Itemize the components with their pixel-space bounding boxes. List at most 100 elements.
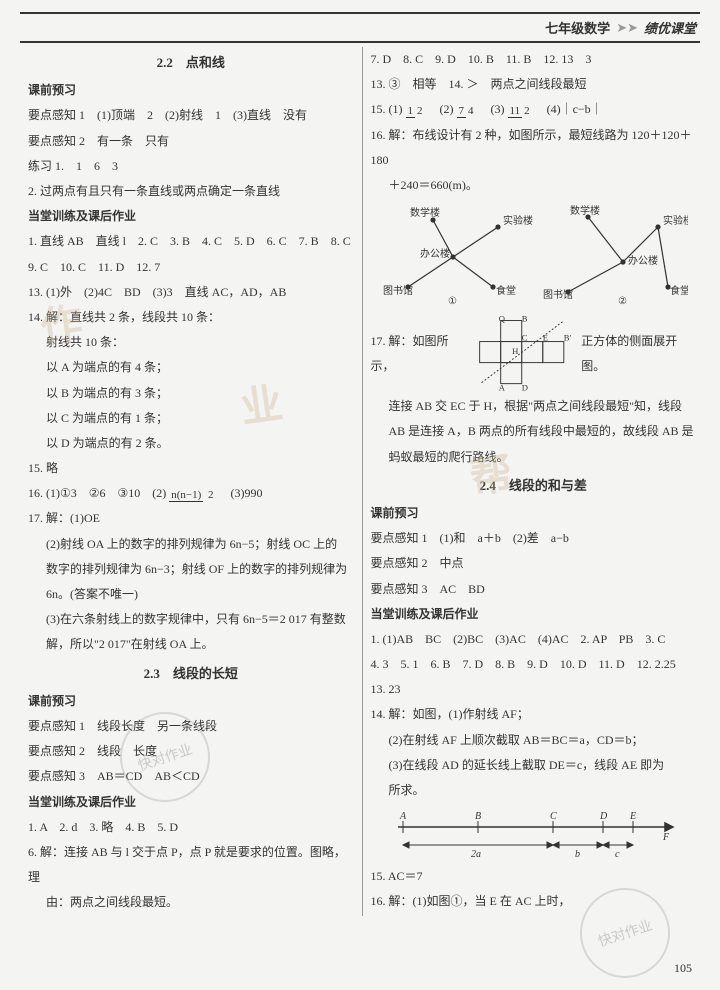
fraction: 12 (406, 105, 425, 117)
ans: 以 C 为端点的有 1 条； (28, 406, 354, 431)
lbl: ① (448, 296, 457, 307)
ans: 要点感知 2 中点 (371, 551, 697, 576)
n: 1 (406, 105, 416, 118)
ans: 蚂蚁最短的爬行路线。 (371, 445, 697, 470)
lbl: 办公楼 (420, 247, 450, 260)
ans: 要点感知 1 (1)和 a＋b (2)差 a−b (371, 526, 697, 551)
lbl: 2a (471, 849, 481, 860)
lbl: 食堂 (496, 284, 516, 297)
ans: 14. 解：如图，(1)作射线 AF； (371, 702, 697, 727)
lbl: ② (618, 296, 627, 307)
ans-16-post: (3)990 (219, 486, 263, 500)
section-2-3-title: 2.3 线段的长短 (28, 660, 354, 687)
ans-16: 16. (1)①3 ②6 ③10 (2) n(n−1) 2 (3)990 (28, 481, 354, 506)
n: 11 (508, 105, 523, 118)
lbl: F (662, 832, 670, 843)
inclass-head-3: 当堂训练及课后作业 (371, 602, 697, 627)
ans: 15. 略 (28, 456, 354, 481)
p: (3) (479, 102, 505, 116)
lbl: 实验楼 (663, 214, 688, 227)
ans: 9. C 10. C 11. D 12. 7 (28, 255, 354, 280)
fraction: 74 (457, 105, 476, 117)
d: 2 (415, 105, 425, 117)
ans: 7. D 8. C 9. D 10. B 11. B 12. 13 3 (371, 47, 697, 72)
left-column: 2.2 点和线 课前预习 要点感知 1 (1)顶端 2 (2)射线 1 (3)直… (20, 47, 363, 916)
lbl: D (599, 811, 608, 822)
lbl: 数学楼 (570, 204, 600, 217)
ans: 4. 3 5. 1 6. B 7. D 8. B 9. D 10. D 11. … (371, 652, 697, 677)
lbl: B (475, 811, 481, 822)
p: 15. (1) (371, 102, 403, 116)
lbl: b (575, 849, 580, 860)
ans: 由：两点之间线段最短。 (28, 890, 354, 915)
ans: AB 是连接 A，B 两点的所有线段中最短的，故线段 AB 是 (371, 419, 697, 444)
ans: 射线共 10 条： (28, 330, 354, 355)
inclass-head-1: 当堂训练及课后作业 (28, 204, 354, 229)
ans: 数字的排列规律为 6n−3；射线 OF 上的数字的排列规律为 (28, 557, 354, 582)
frac-den: 2 (206, 489, 216, 501)
ans: 以 B 为端点的有 3 条； (28, 381, 354, 406)
ans: 解，所以"2 017"在射线 OA 上。 (28, 632, 354, 657)
q17-post: 正方体的侧面展开图。 (581, 329, 696, 379)
preclass-head-3: 课前预习 (371, 501, 697, 526)
section-2-2-title: 2.2 点和线 (28, 49, 354, 76)
ans: (3)在六条射线上的数字规律中，只有 6n−5＝2 017 有整数 (28, 607, 354, 632)
lbl: E (543, 333, 548, 343)
fraction: 112 (508, 105, 532, 117)
n: 7 (457, 105, 467, 118)
q17-pre: 17. 解：如图所示， (371, 329, 469, 379)
preclass-head-2: 课前预习 (28, 689, 354, 714)
lbl: c (615, 849, 620, 860)
ans: 17. 解：(1)OE (28, 506, 354, 531)
right-column: 7. D 8. C 9. D 10. B 11. B 12. 13 3 13. … (363, 47, 705, 916)
ans: 要点感知 1 (1)顶端 2 (2)射线 1 (3)直线 没有 (28, 103, 354, 128)
lbl: C (522, 333, 528, 343)
ans: 16. 解：布线设计有 2 种，如图所示，最短线路为 120＋120＋180 (371, 123, 697, 173)
ans: 要点感知 2 线段 长度 (28, 739, 354, 764)
arrow-icon: ➤➤ (616, 20, 638, 36)
q17-row: 17. 解：如图所示， Q B C E B′ H (371, 314, 697, 394)
ans: 6n。(答案不唯一) (28, 582, 354, 607)
preclass-head-1: 课前预习 (28, 78, 354, 103)
subject-label: 七年级数学 (545, 18, 610, 37)
ans: 以 A 为端点的有 4 条； (28, 355, 354, 380)
ans-16-pre: 16. (1)①3 ②6 ③10 (2) (28, 486, 166, 500)
routes-diagram: 数学楼 实验楼 数学楼 实验楼 办公楼 办公楼 图书馆 食堂 图书馆 食堂 ① … (378, 202, 688, 312)
cube-net-diagram: Q B C E B′ H A D (472, 314, 577, 394)
lbl: 图书馆 (383, 284, 413, 297)
ans: (2)在射线 AF 上顺次截取 AB＝BC＝a，CD＝b； (371, 728, 697, 753)
ans: 所求。 (371, 778, 697, 803)
lbl: B′ (564, 333, 572, 343)
ans: 要点感知 3 AC BD (371, 577, 697, 602)
lbl: 实验楼 (503, 214, 533, 227)
page-body: 2.2 点和线 课前预习 要点感知 1 (1)顶端 2 (2)射线 1 (3)直… (0, 43, 720, 916)
lbl: H (512, 346, 518, 356)
ans: 连接 AB 交 EC 于 H，根据"两点之间线段最短"知，线段 (371, 394, 697, 419)
lbl: Q (499, 314, 506, 323)
ans: 15. AC＝7 (371, 864, 697, 889)
ans: 练习 1. 1 6 3 (28, 154, 354, 179)
section-2-4-title: 2.4 线段的和与差 (371, 472, 697, 499)
ans: 1. A 2. d 3. 略 4. B 5. D (28, 815, 354, 840)
lbl: 图书馆 (543, 288, 573, 301)
d: 4 (466, 105, 476, 117)
ans: 要点感知 1 线段长度 另一条线段 (28, 714, 354, 739)
lbl: 数学楼 (410, 206, 440, 219)
lbl: E (629, 811, 636, 822)
ans: 13. (1)外 (2)4C BD (3)3 直线 AC，AD，AB (28, 280, 354, 305)
ans: 要点感知 3 AB＝CD AB＜CD (28, 764, 354, 789)
lbl: 食堂 (670, 284, 688, 297)
fraction: n(n−1) 2 (169, 489, 215, 501)
ans: 13. 23 (371, 677, 697, 702)
ans: 1. (1)AB BC (2)BC (3)AC (4)AC 2. AP PB 3… (371, 627, 697, 652)
ans: 13. ③ 相等 14. ＞ 两点之间线段最短 (371, 72, 697, 97)
ans: 14. 解：直线共 2 条，线段共 10 条： (28, 305, 354, 330)
ans-15: 15. (1) 12 (2) 74 (3) 112 (4)｜c−b｜ (371, 97, 697, 122)
inclass-head-2: 当堂训练及课后作业 (28, 790, 354, 815)
ans: 以 D 为端点的有 2 条。 (28, 431, 354, 456)
ans: (3)在线段 AD 的延长线上截取 DE＝c，线段 AE 即为 (371, 753, 697, 778)
ans: 16. 解：(1)如图①，当 E 在 AC 上时， (371, 889, 697, 914)
segment-diagram: A B C D E F 2a b c (383, 807, 683, 862)
ans: 1. 直线 AB 直线 l 2. C 3. B 4. C 5. D 6. C 7… (28, 229, 354, 254)
lbl: B (522, 314, 528, 323)
